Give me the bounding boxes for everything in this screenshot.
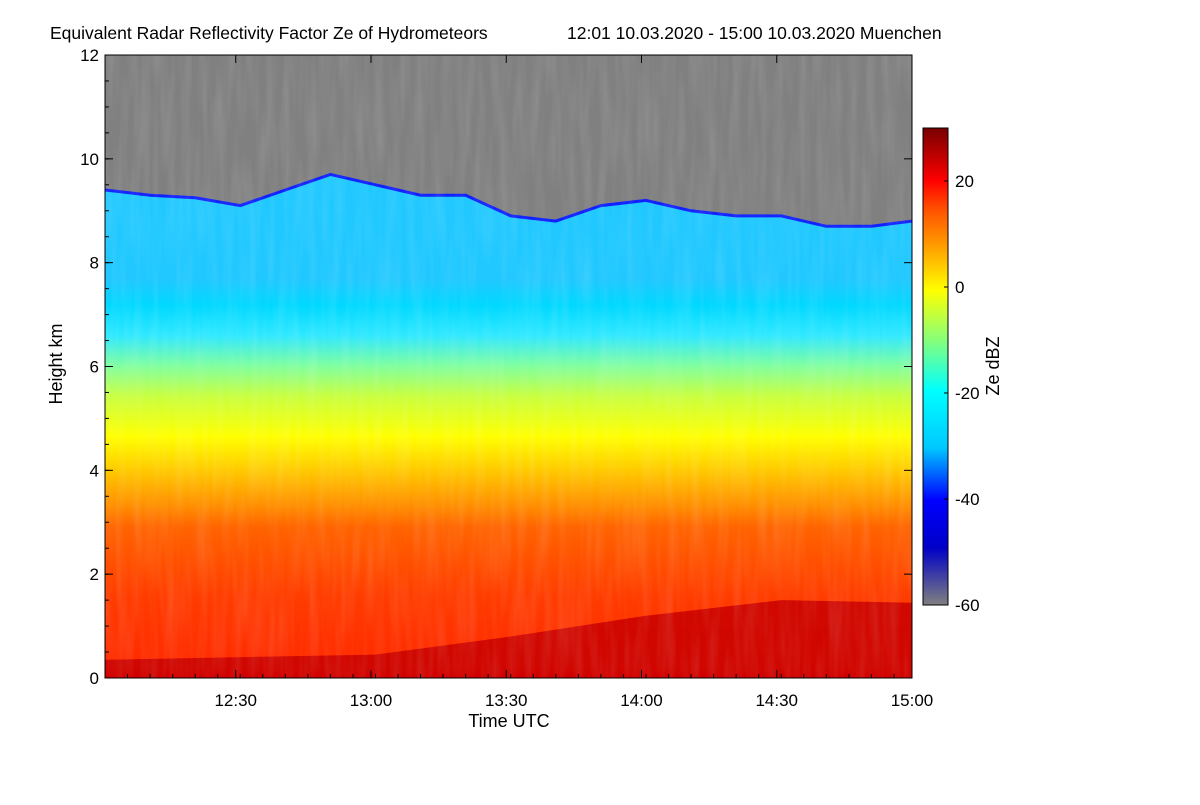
x-tick-label: 12:30 bbox=[214, 691, 257, 710]
chart-title: Equivalent Radar Reflectivity Factor Ze … bbox=[50, 23, 488, 43]
x-tick-label: 15:00 bbox=[891, 691, 934, 710]
colorbar-tick-label: 0 bbox=[955, 278, 964, 297]
colorbar-ticks: 20 0 -20 -40 -60 bbox=[944, 172, 980, 615]
colorbar-tick-label: -40 bbox=[955, 490, 980, 509]
colorbar bbox=[922, 127, 949, 606]
x-tick-label: 14:00 bbox=[620, 691, 663, 710]
x-tick-label: 13:00 bbox=[350, 691, 393, 710]
y-tick-label: 4 bbox=[90, 461, 99, 480]
y-axis-label: Height km bbox=[46, 323, 66, 404]
x-axis: 12:30 13:00 13:30 14:00 14:30 15:00 bbox=[104, 55, 934, 710]
colorbar-tick-label: -60 bbox=[955, 596, 980, 615]
x-tick-label: 14:30 bbox=[755, 691, 798, 710]
colorbar-tick-label: -20 bbox=[955, 384, 980, 403]
streak-texture bbox=[105, 55, 912, 678]
chart-subtitle: 12:01 10.03.2020 - 15:00 10.03.2020 Muen… bbox=[567, 23, 942, 43]
y-axis: 0 2 4 6 8 10 12 bbox=[80, 46, 912, 688]
y-tick-label: 0 bbox=[90, 669, 99, 688]
colorbar-tick-label: 20 bbox=[955, 172, 974, 191]
y-tick-label: 12 bbox=[80, 46, 99, 65]
y-tick-label: 6 bbox=[90, 358, 99, 377]
y-tick-label: 2 bbox=[90, 565, 99, 584]
plot-area bbox=[105, 55, 912, 678]
x-tick-label: 13:30 bbox=[485, 691, 528, 710]
y-tick-label: 10 bbox=[80, 150, 99, 169]
x-axis-label: Time UTC bbox=[468, 711, 549, 731]
colorbar-label: Ze dBZ bbox=[983, 336, 1003, 395]
y-tick-label: 8 bbox=[90, 254, 99, 273]
